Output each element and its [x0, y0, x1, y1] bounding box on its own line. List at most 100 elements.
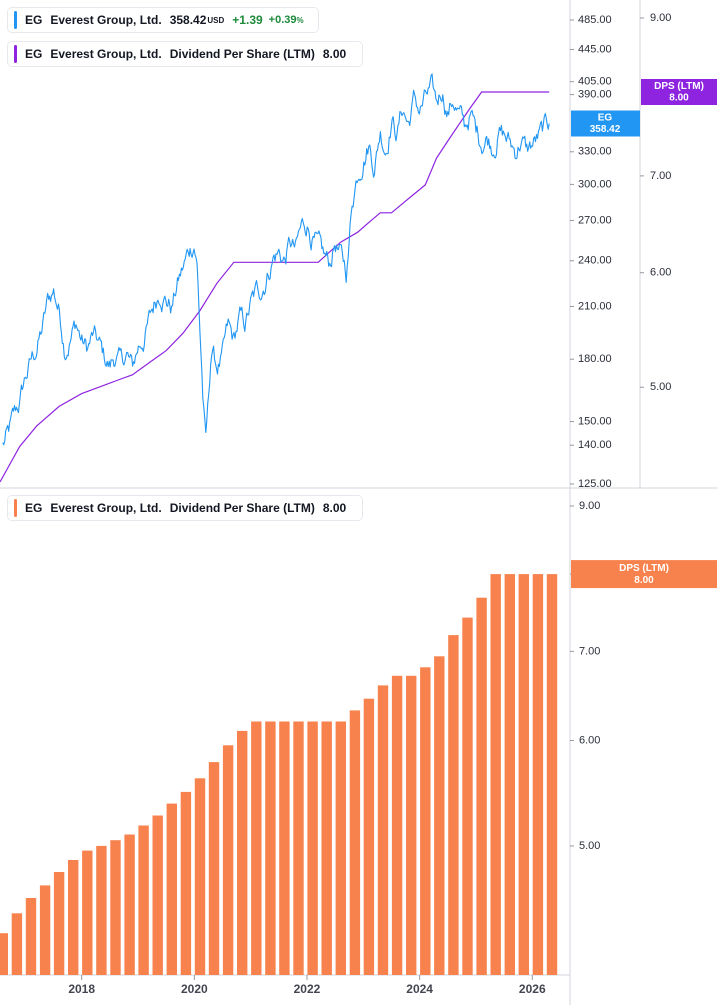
dps-bar-39 [546, 574, 558, 975]
time-axis-label: 2020 [181, 982, 208, 996]
dps-bar-17 [237, 730, 248, 975]
price-axis-label: 445.00 [578, 43, 612, 55]
time-axis-label: 2018 [68, 982, 95, 996]
price-line [2, 73, 550, 446]
dps-bar-14 [194, 778, 206, 975]
dps-bar-23 [321, 721, 332, 975]
dps-bar-13 [180, 791, 192, 975]
dps-badge-top-symbol: DPS (LTM) [654, 81, 704, 92]
bar-axis-label: 5.00 [579, 840, 600, 852]
dps-bar-19 [265, 721, 276, 975]
dps-bar-12 [166, 803, 177, 975]
dps-bar-22 [307, 721, 318, 975]
dps-bar-8 [110, 840, 121, 975]
dps-legend-top-symbol: EG [25, 47, 43, 61]
price-badge-value: 358.42 [590, 124, 621, 135]
price-legend-swatch [14, 11, 17, 29]
dps-bar-33 [462, 617, 473, 975]
dps-bar-10 [138, 825, 149, 975]
price-axis-label: 140.00 [578, 439, 612, 451]
dps-legend-bottom-swatch [14, 499, 17, 517]
time-axis-label: 2024 [406, 982, 433, 996]
dps-bar-18 [251, 721, 262, 975]
dps-legend-top-swatch [14, 45, 17, 63]
price-axis-label: 390.00 [578, 89, 612, 101]
price-axis-label: 405.00 [578, 76, 612, 88]
bar-axis-label: 7.00 [579, 645, 600, 657]
dps-badge-bottom-symbol: DPS (LTM) [619, 563, 669, 574]
dps-bar-1 [11, 913, 23, 975]
time-axis-label: 2022 [294, 982, 321, 996]
dps-axis-label: 9.00 [650, 12, 671, 24]
bar-axis-label: 6.00 [579, 734, 600, 746]
price-axis-label: 330.00 [578, 146, 612, 158]
dps-bar-21 [293, 721, 304, 975]
dps-bar-30 [420, 667, 431, 975]
dps-legend-bottom-symbol: EG [25, 501, 43, 515]
price-axis-label: 240.00 [578, 255, 612, 267]
dps-bar-25 [349, 710, 361, 975]
dps-badge-bottom-value: 8.00 [634, 575, 654, 586]
dps-axis-label: 6.00 [650, 267, 671, 279]
dps-bar-6 [82, 850, 93, 975]
price-legend-currency: USD [207, 15, 225, 25]
dps-legend-top-name: Everest Group, Ltd. [50, 47, 162, 61]
dps-bar-3 [39, 885, 51, 975]
dps-badge-top [641, 79, 717, 105]
dps-bar-4 [53, 872, 65, 975]
dps-bar-28 [391, 675, 403, 975]
dps-bar-20 [279, 721, 290, 975]
dps-bar-31 [434, 656, 445, 975]
dps-legend-bottom-metric: Dividend Per Share (LTM) [169, 501, 315, 515]
dps-bar-35 [490, 574, 501, 975]
dps-bar-34 [476, 597, 487, 975]
dps-legend-top-value: 8.00 [322, 47, 347, 61]
price-legend-change-pct: +0.39% [269, 14, 304, 26]
price-legend[interactable]: EG Everest Group, Ltd. 358.42 USD +1.39 … [8, 8, 318, 32]
dps-bar-37 [518, 574, 529, 975]
dps-axis-label: 7.00 [650, 170, 671, 182]
dps-bar-32 [448, 635, 459, 975]
price-axis-label: 300.00 [578, 178, 612, 190]
price-legend-change-pct-value: +0.39 [268, 14, 297, 26]
price-axis-label: 125.00 [578, 478, 612, 490]
dps-line [0, 91, 550, 483]
dps-bar-26 [363, 698, 375, 975]
dps-legend-bottom[interactable]: EG Everest Group, Ltd. Dividend Per Shar… [8, 496, 363, 520]
dps-bar-38 [532, 574, 544, 975]
dps-badge-top-value: 8.00 [669, 93, 689, 104]
dps-bar-11 [152, 815, 163, 975]
dps-legend-top[interactable]: EG Everest Group, Ltd. Dividend Per Shar… [8, 42, 363, 66]
bar-axis-label: 9.00 [579, 500, 600, 512]
price-legend-last: 358.42 [169, 13, 207, 27]
dps-legend-bottom-name: Everest Group, Ltd. [50, 501, 162, 515]
dps-legend-bottom-value: 8.00 [322, 501, 347, 515]
dps-bar-27 [377, 685, 389, 975]
dps-bar-9 [124, 834, 135, 975]
time-axis-label: 2026 [519, 982, 546, 996]
dps-bar-15 [208, 762, 220, 975]
dps-bar-0 [0, 933, 8, 975]
price-badge-symbol: EG [598, 113, 613, 124]
price-legend-name: Everest Group, Ltd. [50, 13, 162, 27]
price-badge [571, 110, 640, 137]
dps-bar-2 [25, 898, 37, 975]
price-legend-symbol: EG [25, 13, 43, 27]
price-axis-label: 485.00 [578, 14, 612, 26]
price-axis-label: 210.00 [578, 300, 612, 312]
dps-axis-label: 5.00 [650, 381, 671, 393]
dps-bar-5 [68, 860, 79, 975]
price-axis-label: 150.00 [578, 416, 612, 428]
price-legend-pct-sign: % [296, 16, 304, 25]
price-axis-label: 180.00 [578, 353, 612, 365]
price-axis-label: 270.00 [578, 214, 612, 226]
dps-bar-36 [504, 574, 515, 975]
dps-legend-top-metric: Dividend Per Share (LTM) [169, 47, 315, 61]
dps-bar-29 [406, 675, 417, 975]
price-legend-change: +1.39 [232, 13, 263, 27]
dps-bar-16 [222, 745, 234, 975]
dps-badge-bottom [571, 560, 717, 589]
dps-bar-24 [335, 721, 346, 975]
dps-bar-7 [96, 845, 107, 975]
